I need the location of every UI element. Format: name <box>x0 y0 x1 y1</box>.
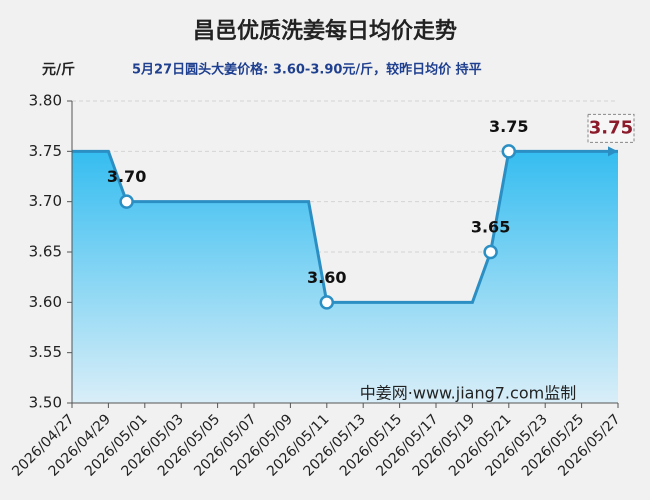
value-label: 3.75 <box>489 117 528 136</box>
value-label: 3.70 <box>107 167 146 186</box>
subtitle: 5月27日圆头大姜价格: 3.60-3.90元/斤，较昨日均价 持平 <box>132 62 482 78</box>
area <box>72 151 618 403</box>
marker <box>483 244 498 260</box>
line <box>72 149 618 304</box>
last-value-label: 3.75 <box>589 117 633 138</box>
y-tick-label: 3.60 <box>29 293 62 311</box>
y-tick-label: 3.80 <box>29 92 62 110</box>
y-tick-label: 3.50 <box>29 394 62 412</box>
value-label: 3.65 <box>471 218 510 237</box>
y-tick-label: 3.55 <box>29 343 62 361</box>
y-axis-label: 元/斤 <box>42 61 75 78</box>
end-arrow <box>608 146 618 157</box>
y-tick-label: 3.65 <box>29 243 62 261</box>
y-tick-label: 3.70 <box>29 192 62 210</box>
marker <box>319 295 335 310</box>
chart-title: 昌邑优质洗姜每日均价走势 <box>193 18 457 44</box>
marker <box>119 194 134 209</box>
last-label-box <box>587 113 635 143</box>
marker <box>501 144 517 159</box>
y-tick-label: 3.75 <box>29 142 62 160</box>
watermark: 中姜网·www.jiang7.com监制 <box>360 384 576 403</box>
value-label: 3.60 <box>307 268 346 287</box>
